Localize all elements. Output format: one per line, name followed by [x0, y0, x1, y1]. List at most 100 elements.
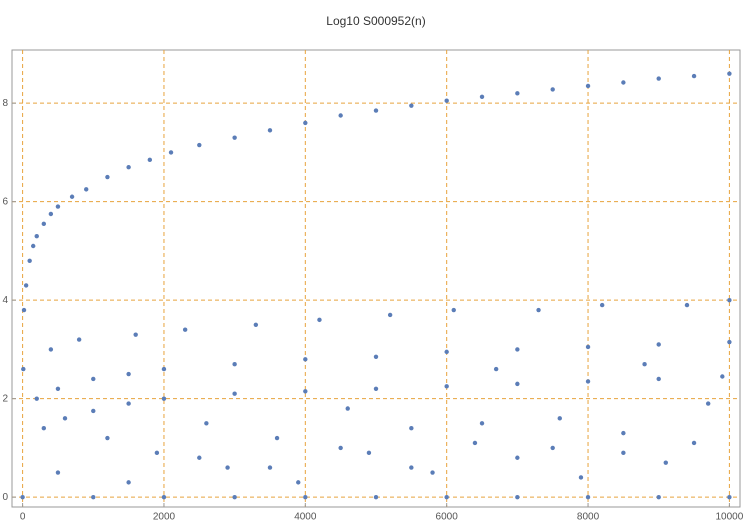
point: [161, 366, 167, 372]
point: [274, 435, 280, 441]
point: [727, 494, 732, 500]
point: [338, 113, 343, 118]
point: [373, 386, 379, 392]
point: [621, 80, 626, 85]
point: [84, 187, 89, 192]
x-tick-label: 4000: [294, 512, 317, 523]
point: [303, 494, 308, 500]
point: [91, 494, 96, 500]
point: [225, 465, 230, 470]
point: [373, 494, 379, 500]
point: [69, 194, 75, 199]
point: [409, 465, 414, 470]
point: [204, 421, 209, 426]
x-tick-label: 6000: [436, 512, 459, 523]
point: [232, 391, 237, 396]
point: [253, 322, 259, 327]
point: [34, 233, 39, 239]
point: [720, 374, 725, 379]
point: [197, 455, 202, 460]
point: [168, 150, 174, 155]
point: [267, 128, 273, 133]
point: [515, 91, 520, 96]
point: [727, 297, 732, 303]
point: [444, 494, 449, 500]
point: [515, 381, 520, 387]
point: [387, 312, 393, 318]
point: [578, 475, 584, 480]
point: [366, 450, 372, 456]
point: [373, 354, 379, 360]
point: [691, 440, 697, 446]
point: [182, 327, 188, 332]
point: [232, 361, 237, 367]
point: [409, 426, 414, 431]
y-tick-label: 4: [2, 295, 8, 306]
point: [656, 342, 661, 347]
point: [20, 494, 25, 500]
point: [133, 332, 138, 337]
point: [536, 307, 541, 313]
point: [48, 347, 54, 352]
point: [23, 283, 29, 288]
point: [585, 344, 591, 350]
point: [444, 384, 449, 389]
point: [31, 243, 36, 249]
point: [515, 494, 520, 500]
point: [126, 401, 131, 406]
point: [451, 307, 456, 313]
point: [91, 376, 96, 382]
point: [27, 258, 32, 263]
point: [621, 430, 626, 436]
point: [493, 366, 499, 372]
y-tick-label: 2: [2, 393, 8, 404]
point: [684, 302, 690, 308]
point: [656, 376, 661, 382]
point: [430, 470, 435, 475]
point: [55, 386, 61, 392]
point: [55, 204, 61, 209]
point: [62, 416, 68, 421]
point: [126, 371, 131, 377]
point: [585, 494, 591, 500]
point: [41, 221, 47, 227]
point: [663, 460, 668, 465]
point: [585, 379, 591, 384]
point: [41, 426, 47, 431]
point: [621, 450, 626, 456]
chart-title: Log10 S000952(n): [326, 14, 425, 28]
point: [303, 120, 308, 126]
point: [105, 435, 110, 441]
point: [409, 103, 414, 108]
x-tick-label: 2000: [153, 512, 176, 523]
point: [444, 349, 449, 355]
point: [296, 480, 301, 485]
point: [345, 406, 350, 411]
point: [303, 389, 308, 394]
point: [48, 211, 54, 217]
point: [317, 317, 322, 323]
point: [444, 98, 449, 103]
y-tick-label: 8: [2, 98, 8, 109]
point: [126, 480, 131, 485]
point: [642, 361, 647, 367]
point: [161, 494, 167, 500]
point: [34, 396, 39, 401]
point: [55, 470, 61, 475]
point: [557, 416, 562, 421]
x-tick-label: 0: [20, 512, 26, 523]
point: [91, 408, 96, 414]
point: [479, 94, 485, 99]
point: [303, 357, 308, 362]
point: [656, 494, 661, 500]
point: [76, 337, 82, 342]
point: [515, 347, 520, 352]
point: [691, 73, 697, 79]
plot-frame: [11, 49, 741, 508]
point: [727, 71, 732, 76]
point: [550, 87, 555, 92]
point: [472, 440, 478, 446]
point: [232, 494, 237, 500]
point: [550, 445, 555, 451]
